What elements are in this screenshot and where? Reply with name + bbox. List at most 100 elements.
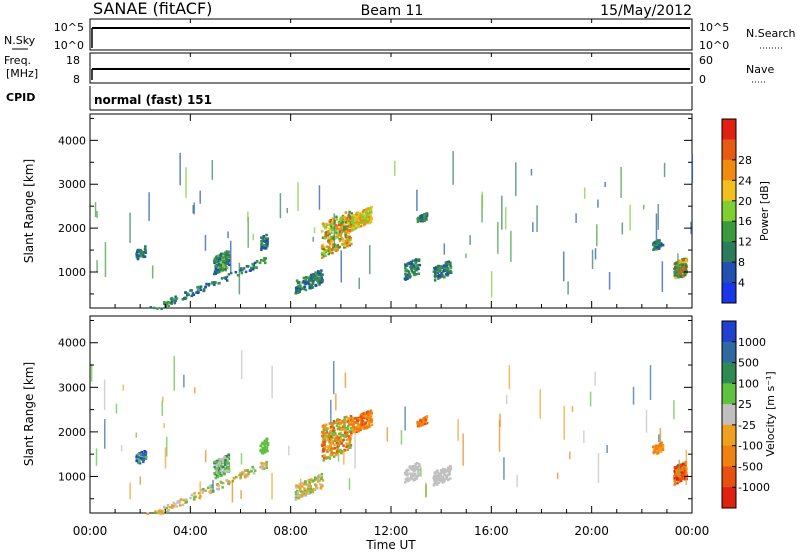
noise-streak bbox=[400, 430, 403, 445]
beam-label: Beam 11 bbox=[361, 3, 424, 19]
colorbar-tick-label: 4 bbox=[738, 277, 745, 290]
echo-cell bbox=[310, 276, 313, 280]
echo-cell bbox=[340, 442, 343, 445]
echo-cell bbox=[224, 251, 227, 254]
echo-cell bbox=[225, 454, 228, 458]
echo-cell bbox=[215, 259, 218, 263]
echo-cell bbox=[442, 467, 445, 471]
echo-cell bbox=[324, 423, 328, 426]
echo-cell bbox=[219, 464, 223, 467]
echo-cell bbox=[318, 270, 322, 273]
echo-cell bbox=[341, 238, 344, 241]
echo-cell bbox=[314, 477, 317, 480]
noise-streak bbox=[420, 467, 422, 477]
echo-cell bbox=[325, 223, 329, 226]
echo-cell bbox=[216, 487, 219, 491]
echo-cell bbox=[423, 216, 426, 220]
echo-cell bbox=[308, 277, 311, 280]
echo-cell bbox=[217, 471, 220, 474]
echo-cell bbox=[260, 258, 263, 262]
echo-cell bbox=[328, 457, 332, 460]
echo-cell bbox=[416, 471, 420, 474]
echo-cell bbox=[333, 439, 336, 443]
echo-cell bbox=[301, 287, 304, 290]
echo-cell bbox=[421, 219, 425, 222]
echo-cell bbox=[675, 474, 679, 478]
echo-cell bbox=[300, 490, 303, 494]
echo-cell bbox=[673, 465, 677, 469]
echo-cell bbox=[221, 486, 224, 489]
echo-cell bbox=[348, 442, 351, 446]
echo-cell bbox=[404, 272, 407, 276]
echo-cell bbox=[215, 464, 219, 468]
echo-cell bbox=[370, 420, 373, 424]
echo-cell bbox=[263, 450, 267, 454]
echo-cell bbox=[219, 259, 223, 262]
echo-cell bbox=[294, 291, 297, 295]
echo-cell bbox=[347, 444, 350, 448]
echo-cell bbox=[304, 278, 308, 282]
echo-cell bbox=[412, 264, 416, 268]
echo-cell bbox=[406, 479, 410, 483]
echo-cell bbox=[423, 420, 427, 423]
echo-cell bbox=[309, 478, 313, 481]
echo-cell bbox=[223, 467, 227, 471]
echo-cell bbox=[332, 432, 336, 435]
echo-cell bbox=[332, 451, 336, 455]
echo-cell bbox=[193, 492, 196, 495]
echo-cell bbox=[322, 254, 325, 258]
echo-cell bbox=[346, 235, 349, 239]
echo-cell bbox=[368, 221, 372, 225]
noise-streak bbox=[499, 413, 501, 427]
echo-cell bbox=[225, 461, 229, 464]
echo-cell bbox=[185, 294, 189, 297]
echo-cell bbox=[352, 421, 356, 424]
echo-cell bbox=[217, 270, 221, 274]
echo-cell bbox=[167, 509, 171, 512]
echo-cell bbox=[413, 472, 417, 476]
echo-cell bbox=[219, 474, 223, 477]
echo-cell bbox=[357, 429, 360, 432]
echo-cell bbox=[324, 445, 327, 449]
echo-cell bbox=[318, 483, 322, 486]
echo-cell bbox=[331, 251, 334, 255]
echo-cell bbox=[404, 269, 407, 273]
echo-cell bbox=[208, 490, 211, 493]
echo-cell bbox=[676, 468, 680, 472]
x-tick-label: 20:00 bbox=[574, 524, 609, 538]
echo-cell bbox=[149, 306, 153, 309]
noise-streak bbox=[163, 422, 165, 429]
echo-cell bbox=[350, 423, 354, 426]
echo-cell bbox=[443, 473, 446, 476]
echo-cell bbox=[404, 477, 408, 481]
echo-cell bbox=[653, 247, 657, 251]
echo-cell bbox=[444, 261, 448, 264]
echo-cell bbox=[265, 242, 268, 246]
echo-cell bbox=[227, 263, 231, 267]
echo-cell bbox=[255, 260, 259, 264]
echo-cell bbox=[342, 444, 345, 447]
echo-cell bbox=[411, 467, 414, 471]
power-plot-frame bbox=[89, 113, 693, 309]
noise-streak bbox=[229, 240, 232, 275]
echo-cell bbox=[226, 250, 229, 254]
echo-cell bbox=[176, 501, 179, 504]
noise-streak bbox=[96, 260, 98, 272]
echo-cell bbox=[657, 242, 661, 245]
echo-cell bbox=[166, 510, 169, 514]
echo-cell bbox=[318, 273, 322, 277]
echo-cell bbox=[199, 285, 203, 288]
echo-cell bbox=[338, 442, 342, 446]
noise-streak bbox=[606, 444, 608, 453]
colorbar-tick-label: 24 bbox=[738, 174, 752, 187]
echo-cell bbox=[361, 426, 364, 430]
echo-cell bbox=[433, 477, 436, 480]
echo-cell bbox=[410, 265, 414, 268]
echo-cell bbox=[366, 217, 370, 220]
colorbar-segment bbox=[722, 404, 736, 426]
echo-cell bbox=[217, 260, 220, 263]
echo-cell bbox=[365, 417, 369, 421]
echo-cell bbox=[324, 432, 328, 435]
noise-streak bbox=[645, 409, 648, 433]
echo-cell bbox=[366, 412, 370, 415]
